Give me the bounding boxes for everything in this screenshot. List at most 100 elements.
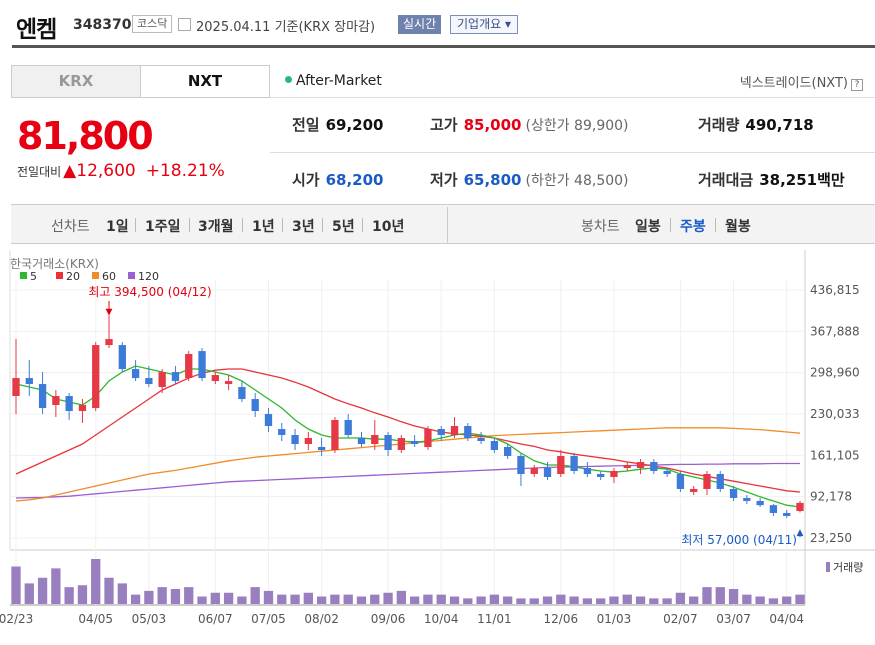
x-tick-label: 12/06 [544, 612, 579, 626]
candle-daily[interactable]: 일봉 [635, 219, 661, 235]
period-1y[interactable]: 1년 [252, 219, 275, 235]
candle-chart-label: 봉차트 [581, 219, 620, 235]
volume-bar [51, 568, 61, 604]
candle-body [105, 339, 113, 346]
volume-bar [77, 585, 88, 604]
volume-bar [11, 566, 21, 604]
volume-bar [356, 596, 367, 604]
x-tick-label: 05/03 [132, 612, 167, 626]
x-tick-label: 03/07 [716, 612, 751, 626]
candle-body [185, 354, 193, 379]
candle-body [557, 455, 565, 474]
period-1d[interactable]: 1일 [106, 219, 129, 235]
volume-bar [742, 594, 752, 604]
volume-bar [383, 592, 393, 604]
period-3y[interactable]: 3년 [292, 219, 315, 235]
candle-body [424, 429, 432, 448]
candle-body [278, 429, 286, 436]
candle-weekly[interactable]: 주봉 [680, 219, 706, 235]
candle-body [517, 455, 525, 474]
x-tick-label: 08/02 [304, 612, 339, 626]
volume-bar [263, 590, 274, 604]
nxt-link[interactable]: 넥스트레이드(NXT)? [740, 72, 863, 91]
help-icon[interactable]: ? [851, 79, 863, 91]
change-percent: +18.21% [145, 161, 225, 181]
x-tick-label: 10/04 [424, 612, 459, 626]
candle-body [610, 470, 618, 477]
volume-bar [622, 594, 632, 604]
candle-body [92, 345, 100, 409]
candle-body [384, 435, 392, 450]
volume-bar [635, 596, 646, 604]
x-tick-label: 01/03 [597, 612, 632, 626]
volume-bar [689, 596, 699, 604]
candle-body [198, 351, 206, 379]
candle-body [676, 473, 685, 489]
candle-body [504, 447, 512, 456]
volume-bar [117, 583, 127, 604]
legend-label: 5 [30, 270, 37, 283]
stock-header: 엔켐 348370 코스닥 2025.04.11 기준(KRX 장마감) 실시간… [12, 6, 875, 48]
candle-monthly[interactable]: 월봉 [725, 219, 751, 235]
volume-bar [529, 598, 539, 604]
low-annotation: 최저 57,000 (04/11) [681, 533, 797, 547]
ma5-line [15, 365, 801, 508]
volume-bar [463, 598, 473, 604]
low-arrow-icon: ▲ [797, 528, 804, 538]
chart-title: 한국거래소(KRX) [10, 257, 99, 271]
candle-body [25, 378, 33, 385]
candle-body [743, 497, 751, 501]
candle-body [331, 420, 339, 450]
candle-body [371, 435, 379, 445]
volume-bar [91, 559, 101, 604]
candle-body [224, 381, 233, 385]
candle-body [251, 399, 259, 412]
volume: 거래량 490,718 [698, 116, 814, 134]
candle-body [663, 470, 671, 474]
volume-bar [24, 583, 34, 604]
volume-bar [277, 594, 287, 604]
volume-bar [330, 594, 340, 604]
period-5y[interactable]: 5년 [332, 219, 355, 235]
stock-chart[interactable]: 436,815 367,888 298,960 230,033 161,105 92,17… [0, 250, 875, 630]
candle-body [583, 467, 592, 474]
volume-bar [516, 598, 526, 604]
volume-bar [449, 596, 460, 604]
candle-body [690, 488, 698, 492]
stock-code: 348370 [73, 17, 132, 33]
open-price: 시가 68,200 [292, 171, 384, 189]
candle-body [769, 505, 778, 513]
candle-body [450, 426, 459, 436]
volume-bar [409, 596, 420, 604]
day-low: 저가 65,800 (하한가 48,500) [430, 171, 629, 189]
period-3m[interactable]: 3개월 [198, 219, 234, 235]
candle-body [118, 345, 126, 370]
volume-bar [197, 596, 207, 604]
volume-bar [370, 594, 380, 604]
volume-bar [556, 594, 566, 604]
volume-bar [343, 594, 353, 604]
candle-body [211, 375, 219, 382]
volume-bar [702, 587, 712, 604]
volume-legend-swatch [826, 562, 830, 572]
realtime-button[interactable]: 실시간 [398, 15, 442, 34]
candle-body [783, 512, 791, 516]
x-tick-label: 04/05 [78, 612, 113, 626]
tab-nxt[interactable]: NXT [141, 66, 269, 97]
y-tick-label: 436,815 [810, 283, 860, 297]
period-10y[interactable]: 10년 [372, 219, 405, 235]
volume-bar [130, 594, 141, 604]
volume-bar [649, 598, 659, 604]
candle-body [158, 372, 166, 388]
tab-krx[interactable]: KRX [12, 66, 141, 97]
volume-bar [715, 587, 725, 604]
y-tick-label: 23,250 [810, 531, 852, 545]
volume-bar [542, 596, 553, 604]
candle-body [530, 467, 538, 474]
candle-body [65, 396, 73, 412]
legend-swatch [56, 272, 63, 279]
company-info-button[interactable]: 기업개요 ▾ [450, 15, 519, 34]
period-1w[interactable]: 1주일 [145, 219, 181, 235]
legend-label: 60 [102, 270, 116, 283]
candle-body [78, 405, 87, 412]
